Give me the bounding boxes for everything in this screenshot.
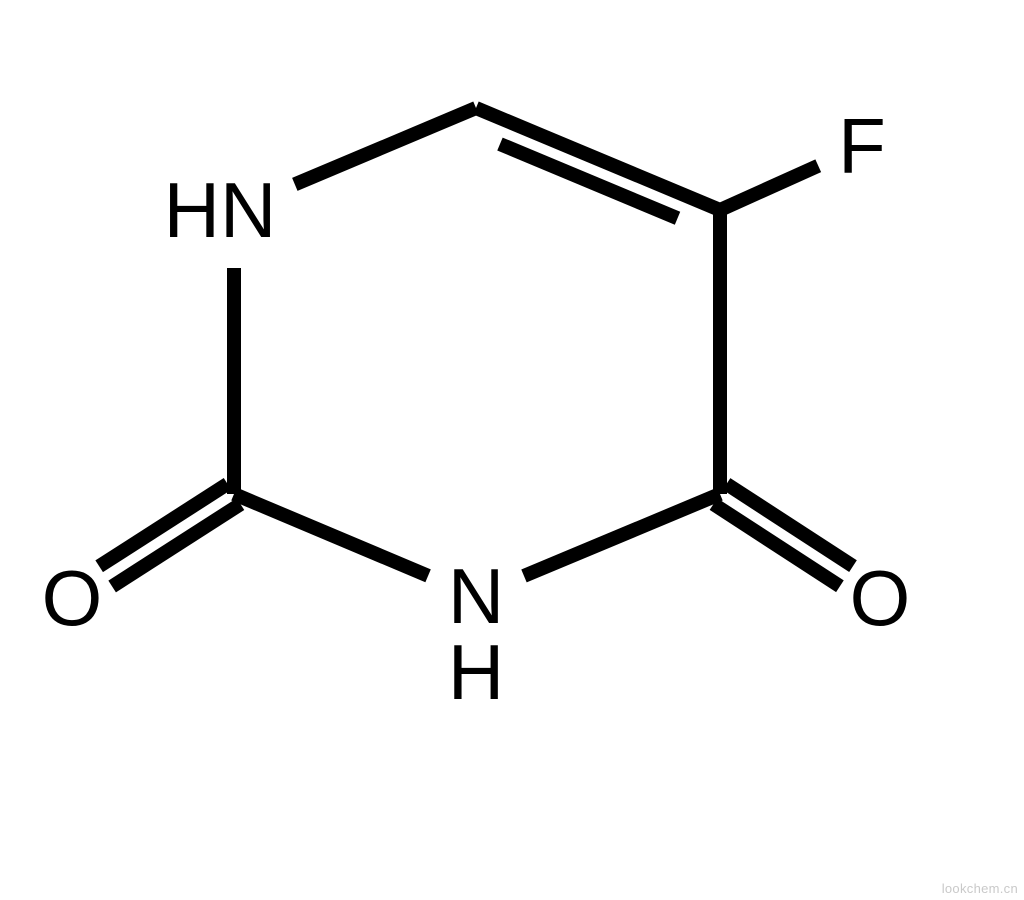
- atom-oxygen-2: O: [42, 559, 103, 637]
- molecule-canvas: F HN O N H O lookchem.cn: [0, 0, 1024, 900]
- atom-hydrogen-3: H: [448, 633, 504, 711]
- atom-nh-1: HN: [164, 171, 277, 249]
- atom-nitrogen-3: N: [448, 557, 504, 635]
- watermark-text: lookchem.cn: [942, 881, 1018, 896]
- atom-oxygen-4: O: [850, 559, 911, 637]
- atom-fluorine: F: [838, 107, 886, 185]
